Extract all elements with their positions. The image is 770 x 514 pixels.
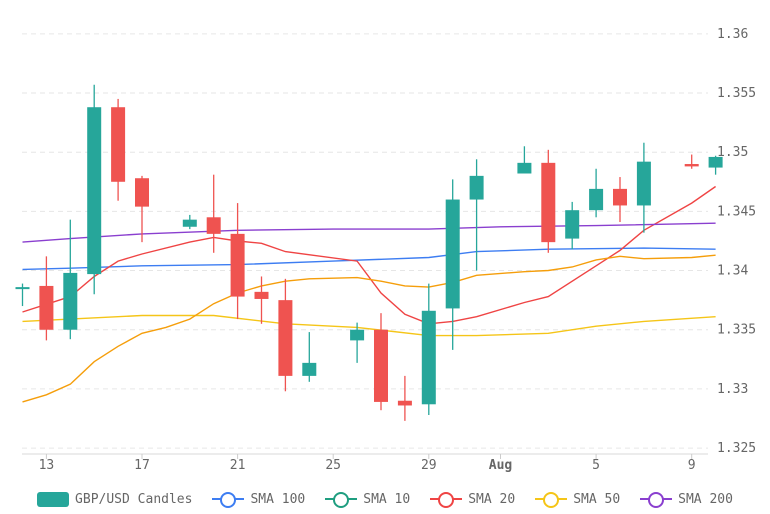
candle[interactable] bbox=[254, 291, 269, 299]
y-tick-label: 1.34 bbox=[717, 264, 748, 279]
legend-label-sma50: SMA 50 bbox=[573, 491, 621, 507]
legend-label-sma200: SMA 200 bbox=[678, 491, 733, 507]
legend-sma200-swatch bbox=[640, 492, 673, 508]
legend-label-candles: GBP/USD Candles bbox=[75, 491, 193, 507]
legend-item-sma50[interactable]: SMA 50 bbox=[535, 491, 621, 508]
legend-item-sma20[interactable]: SMA 20 bbox=[430, 491, 516, 508]
x-tick-label: 25 bbox=[325, 458, 341, 473]
x-tick-label: 9 bbox=[688, 458, 696, 473]
y-tick-label: 1.36 bbox=[717, 27, 748, 42]
series-line[interactable] bbox=[22, 314, 716, 337]
y-tick-label: 1.355 bbox=[717, 86, 756, 101]
x-tick-label: 29 bbox=[421, 458, 437, 473]
legend-label-sma10: SMA 10 bbox=[363, 491, 411, 507]
y-tick-label: 1.35 bbox=[717, 145, 748, 160]
series-line[interactable] bbox=[22, 247, 716, 271]
legend-item-candles[interactable]: GBP/USD Candles bbox=[37, 491, 193, 507]
candle[interactable] bbox=[230, 233, 245, 297]
candle[interactable] bbox=[541, 162, 556, 243]
candlestick-chart[interactable]: 1.36 1.355 1.35 1.345 1.34 1.335 1.33 1.325 13 17… bbox=[0, 0, 770, 484]
candle[interactable] bbox=[469, 175, 484, 200]
y-tick-label: 1.345 bbox=[717, 204, 756, 219]
candle[interactable] bbox=[684, 164, 699, 167]
legend-item-sma200[interactable]: SMA 200 bbox=[640, 491, 733, 508]
legend-candles-swatch bbox=[37, 491, 70, 507]
y-tick-label: 1.33 bbox=[717, 382, 748, 397]
candle[interactable] bbox=[445, 199, 460, 309]
chart-legend: GBP/USD Candles SMA 100 SMA 10 SMA 20 SM… bbox=[0, 486, 770, 512]
legend-item-sma100[interactable]: SMA 100 bbox=[212, 491, 306, 508]
series-line[interactable] bbox=[22, 185, 716, 325]
candle[interactable] bbox=[350, 329, 365, 341]
candle[interactable] bbox=[206, 217, 221, 234]
y-tick-label: 1.335 bbox=[717, 323, 756, 338]
candle[interactable] bbox=[421, 310, 436, 405]
candle[interactable] bbox=[63, 272, 78, 330]
candle[interactable] bbox=[517, 162, 532, 174]
candle[interactable] bbox=[87, 107, 102, 275]
candle[interactable] bbox=[397, 400, 412, 406]
candle[interactable] bbox=[565, 210, 580, 239]
x-tick-label: Aug bbox=[489, 458, 512, 473]
series-line[interactable] bbox=[22, 222, 716, 243]
legend-label-sma100: SMA 100 bbox=[250, 491, 306, 507]
y-tick-label: 1.325 bbox=[717, 441, 756, 456]
candle[interactable] bbox=[589, 188, 604, 211]
candle[interactable] bbox=[111, 107, 126, 182]
candle[interactable] bbox=[636, 161, 651, 206]
candle[interactable] bbox=[302, 362, 317, 376]
candle[interactable] bbox=[15, 287, 30, 290]
candle[interactable] bbox=[374, 329, 388, 402]
legend-sma50-swatch bbox=[535, 492, 568, 508]
legend-sma20-swatch bbox=[430, 492, 463, 508]
series-line[interactable] bbox=[22, 254, 716, 403]
candle[interactable] bbox=[708, 156, 723, 168]
x-tick-label: 5 bbox=[592, 458, 600, 473]
legend-label-sma20: SMA 20 bbox=[468, 491, 516, 507]
legend-sma10-swatch bbox=[325, 492, 358, 508]
x-tick-label: 21 bbox=[230, 458, 246, 473]
candle[interactable] bbox=[39, 285, 54, 330]
legend-sma100-swatch bbox=[212, 492, 245, 508]
candle[interactable] bbox=[135, 178, 149, 207]
candle[interactable] bbox=[182, 219, 197, 227]
legend-item-sma10[interactable]: SMA 10 bbox=[325, 491, 411, 508]
x-tick-label: 13 bbox=[39, 458, 55, 473]
candle[interactable] bbox=[613, 188, 627, 206]
x-tick-label: 17 bbox=[134, 458, 150, 473]
candle[interactable] bbox=[278, 300, 293, 376]
